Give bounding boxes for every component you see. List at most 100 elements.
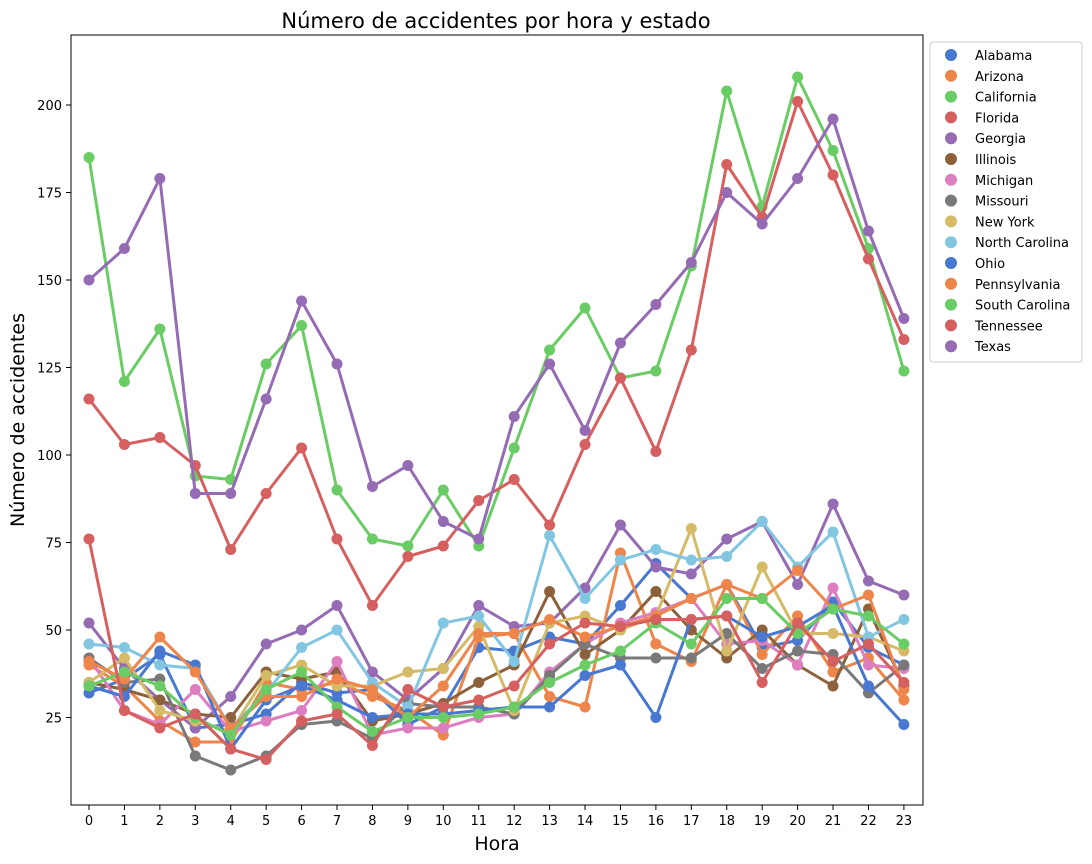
- series-line: [87, 538, 906, 761]
- data-point: [260, 684, 272, 695]
- data-point: [154, 722, 166, 734]
- legend-marker: [945, 194, 957, 207]
- data-point: [579, 439, 591, 450]
- data-point: [579, 701, 591, 713]
- data-point: [402, 551, 414, 562]
- data-point: [827, 113, 839, 125]
- data-point: [650, 544, 662, 555]
- data-point: [508, 442, 520, 454]
- series-line: [87, 75, 906, 548]
- x-tick-label: 13: [541, 814, 558, 829]
- data-point: [118, 439, 130, 450]
- data-point: [756, 663, 768, 674]
- data-point: [402, 712, 414, 723]
- data-point: [792, 617, 804, 629]
- data-point: [792, 579, 804, 590]
- x-tick-label: 2: [156, 814, 164, 829]
- data-point: [296, 624, 308, 636]
- data-point: [225, 729, 237, 741]
- data-point: [862, 589, 874, 601]
- data-point: [366, 712, 378, 723]
- series-line: [88, 604, 906, 751]
- data-point: [154, 659, 166, 671]
- data-point: [437, 540, 449, 552]
- data-point: [83, 274, 95, 286]
- legend-marker: [945, 173, 957, 186]
- data-point: [721, 533, 733, 545]
- legend-marker: [945, 69, 957, 82]
- x-tick-label: 0: [85, 814, 93, 829]
- legend-label: South Carolina: [975, 299, 1070, 314]
- data-point: [118, 705, 130, 716]
- plot-frame: [70, 34, 924, 806]
- data-point: [402, 460, 414, 471]
- series-north-carolina: [83, 516, 910, 734]
- data-point: [898, 638, 910, 650]
- data-point: [331, 358, 343, 370]
- data-point: [154, 694, 166, 706]
- data-point: [154, 645, 166, 657]
- series-tennessee: [83, 533, 910, 765]
- legend-marker: [945, 236, 957, 249]
- data-point: [189, 684, 201, 695]
- data-point: [402, 666, 414, 678]
- data-point: [154, 173, 166, 184]
- legend-label: Michigan: [975, 174, 1033, 189]
- x-tick-label: 3: [191, 814, 199, 829]
- y-tick-label: 125: [37, 362, 62, 377]
- data-point: [473, 694, 485, 706]
- x-tick-label: 1: [120, 814, 128, 829]
- data-point: [366, 684, 378, 695]
- legend-label: Tennessee: [974, 319, 1043, 334]
- series-florida: [83, 96, 910, 611]
- data-point: [437, 663, 449, 674]
- data-point: [189, 750, 201, 762]
- x-tick-label: 17: [683, 814, 700, 829]
- data-point: [83, 656, 95, 667]
- x-tick-label: 19: [754, 814, 771, 829]
- data-point: [614, 600, 626, 611]
- data-point: [579, 649, 591, 660]
- data-point: [118, 642, 130, 653]
- data-point: [898, 589, 910, 601]
- data-point: [614, 659, 626, 671]
- data-point: [225, 764, 237, 776]
- data-point: [331, 484, 343, 496]
- data-point: [366, 740, 378, 751]
- data-point: [260, 754, 272, 765]
- data-point: [296, 642, 308, 653]
- data-point: [508, 628, 520, 639]
- data-point: [331, 673, 343, 685]
- series-line: [88, 527, 905, 733]
- x-tick-label: 8: [368, 814, 376, 829]
- data-point: [83, 680, 95, 692]
- data-point: [437, 712, 449, 723]
- data-point: [260, 638, 272, 650]
- data-point: [366, 533, 378, 545]
- data-point: [473, 533, 485, 545]
- series-line: [88, 597, 905, 737]
- legend-label: Pennsylvania: [975, 278, 1060, 293]
- data-point: [154, 705, 166, 716]
- legend-marker: [945, 319, 957, 332]
- data-point: [898, 659, 910, 671]
- data-point: [650, 614, 662, 625]
- data-point: [862, 610, 874, 622]
- data-point: [650, 638, 662, 650]
- legend: Alabama Arizona California Florida Georgia Il…: [929, 41, 1083, 363]
- data-point: [225, 544, 237, 555]
- data-point: [260, 715, 272, 727]
- data-point: [685, 257, 697, 268]
- data-point: [579, 631, 591, 643]
- data-point: [508, 680, 520, 692]
- data-point: [331, 533, 343, 545]
- x-tick-label: 10: [435, 814, 452, 829]
- data-point: [508, 656, 520, 667]
- data-point: [792, 659, 804, 671]
- data-point: [862, 575, 874, 587]
- data-point: [437, 617, 449, 629]
- data-point: [83, 617, 95, 629]
- data-point: [579, 593, 591, 604]
- data-point: [579, 425, 591, 436]
- data-point: [862, 659, 874, 671]
